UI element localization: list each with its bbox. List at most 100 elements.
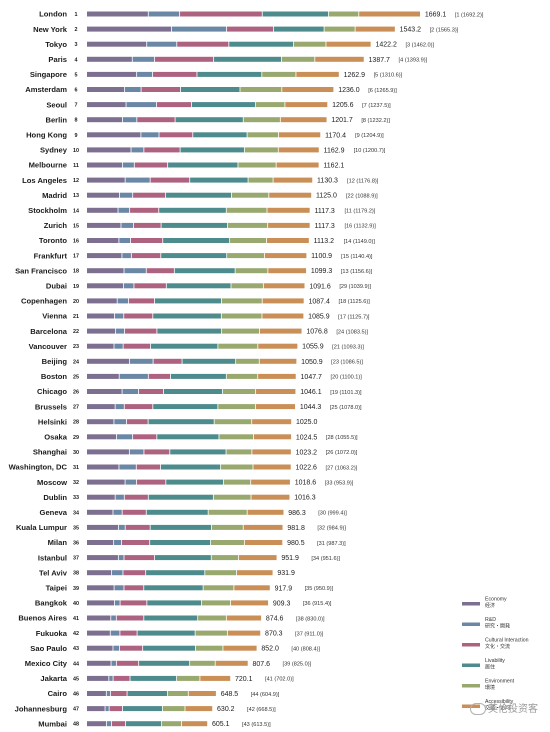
table-row: Berlin 8 1201.7 [8 (1232.2)] xyxy=(45,115,390,124)
table-row: Melbourne 11 1162.1 xyxy=(29,161,345,170)
bar-segment-environment xyxy=(328,11,359,17)
bar-segment-r-d xyxy=(131,147,144,153)
score-label: 1236.0 xyxy=(338,87,360,94)
bar-segment-accessibility xyxy=(269,192,312,198)
table-row: Taipei 39 917.9 [35 (950.9)] xyxy=(46,584,334,593)
previous-rank-label: [17 (1125.7)] xyxy=(338,314,370,320)
rank-label: 30 xyxy=(73,450,79,456)
bar-segment-livability xyxy=(146,570,205,576)
bar-segment-r-d xyxy=(132,56,155,62)
bar-segment-economy xyxy=(87,509,113,515)
bar-segment-r-d xyxy=(125,87,141,92)
bar-segment-cultural-interaction xyxy=(112,721,126,727)
bar-segment-accessibility xyxy=(282,87,334,92)
rank-label: 18 xyxy=(73,269,79,275)
bar-segment-livability xyxy=(166,283,231,289)
previous-rank-label: [5 (1310.6)] xyxy=(374,73,403,79)
table-row: Dublin 33 1016.3 xyxy=(43,493,315,502)
legend-label-cn: 研究・開発 xyxy=(485,623,510,630)
city-label: Istanbul xyxy=(38,553,67,562)
bar-segment-r-d xyxy=(129,449,144,455)
bar-segment-livability xyxy=(193,132,247,138)
table-row: Los Angeles 12 1130.3 [12 (1176.8)] xyxy=(22,176,379,185)
bar-segment-environment xyxy=(205,570,237,576)
rank-label: 6 xyxy=(75,88,78,94)
bar-segment-r-d xyxy=(148,11,180,17)
bar-segment-cultural-interaction xyxy=(144,449,170,455)
rank-label: 42 xyxy=(73,631,79,637)
previous-rank-label: [38 (830.0)] xyxy=(296,616,325,622)
score-label: 1023.2 xyxy=(296,449,318,456)
bar-segment-r-d xyxy=(118,207,130,213)
bar-segment-livability xyxy=(150,524,212,530)
city-label: Chicago xyxy=(37,387,67,396)
bar-segment-environment xyxy=(230,238,267,243)
bar-segment-environment xyxy=(248,177,273,183)
bar-segment-environment xyxy=(293,41,326,47)
previous-rank-label: [12 (1176.8)] xyxy=(347,178,379,184)
previous-rank-label: [22 (1088.9)] xyxy=(346,194,378,200)
bar-segment-accessibility xyxy=(230,600,269,606)
rank-label: 29 xyxy=(73,435,79,441)
bar-segment-r-d xyxy=(123,283,134,289)
score-label: 951.9 xyxy=(281,555,299,562)
bar-segment-accessibility xyxy=(258,343,298,349)
table-row: Moscow 32 1018.6 [33 (953.9)] xyxy=(37,478,354,487)
rank-label: 27 xyxy=(73,405,79,411)
table-row: Kuala Lumpur 35 981.8 [32 (984.9)] xyxy=(16,523,346,532)
table-row: Stockholm 14 1117.3 [11 (1179.2)] xyxy=(28,206,376,215)
city-label: Sydney xyxy=(40,146,68,155)
bar-segment-cultural-interaction xyxy=(120,600,147,606)
score-label: 1076.8 xyxy=(306,329,328,336)
previous-rank-label: [33 (953.9)] xyxy=(325,480,354,486)
table-row: Sao Paulo 43 852.0 [40 (808.4)] xyxy=(30,644,320,653)
table-row: Shanghai 30 1023.2 [26 (1072.0)] xyxy=(33,448,358,457)
bar-segment-r-d xyxy=(125,479,136,485)
rank-label: 5 xyxy=(75,72,78,78)
bar-segment-livability xyxy=(190,177,248,183)
bar-segment-livability xyxy=(157,328,222,334)
bar-segment-accessibility xyxy=(278,132,321,138)
rank-label: 9 xyxy=(75,133,78,139)
bar-segment-economy xyxy=(87,11,148,17)
bar-segment-livability xyxy=(154,555,211,561)
table-row: Seoul 7 1205.6 [7 (1237.5)] xyxy=(46,100,391,109)
bar-segment-economy xyxy=(87,630,110,636)
legend-label-cn: 文化・交流 xyxy=(485,643,510,650)
rank-label: 3 xyxy=(75,42,78,48)
bar-segment-environment xyxy=(211,555,239,561)
table-row: Tel Aviv 38 931.9 xyxy=(39,568,295,577)
table-row: Washington, DC 31 1022.6 [27 (1063.2)] xyxy=(9,463,358,472)
legend-swatch xyxy=(462,663,480,667)
score-label: 852.0 xyxy=(261,646,279,653)
score-label: 1099.3 xyxy=(311,268,333,275)
bar-segment-cultural-interaction xyxy=(116,615,144,621)
rank-label: 44 xyxy=(73,661,79,667)
bar-segment-livability xyxy=(144,615,198,621)
bar-segment-economy xyxy=(87,675,109,681)
score-label: 1387.7 xyxy=(369,57,391,64)
previous-rank-label: [41 (702.0)] xyxy=(265,677,294,683)
bar-segment-accessibility xyxy=(237,570,273,576)
city-label: Madrid xyxy=(42,191,67,200)
table-row: Mumbai 48 605.1 [43 (613.5)] xyxy=(38,719,271,728)
bar-segment-r-d xyxy=(115,404,124,410)
bar-segment-cultural-interaction xyxy=(148,373,171,379)
table-row: Istanbul 37 951.9 [34 (951.6)] xyxy=(38,553,341,562)
score-label: 1117.3 xyxy=(314,223,334,230)
bar-segment-r-d xyxy=(125,177,150,183)
bar-segment-cultural-interaction xyxy=(141,87,181,92)
bar-segment-accessibility xyxy=(355,26,395,32)
bar-segment-r-d xyxy=(137,71,153,77)
bar-segment-accessibility xyxy=(296,71,339,77)
table-row: Frankfurt 17 1100.9 [15 (1140.4)] xyxy=(34,251,373,260)
bar-segment-accessibility xyxy=(258,373,296,379)
city-label: Buenos Aires xyxy=(18,614,67,623)
bar-segment-r-d xyxy=(122,162,134,168)
bar-segment-accessibility xyxy=(256,389,296,394)
previous-rank-label: [7 (1237.5)] xyxy=(362,103,391,109)
rank-label: 4 xyxy=(75,57,78,63)
bar-segment-environment xyxy=(177,675,200,681)
rank-label: 16 xyxy=(73,239,79,245)
